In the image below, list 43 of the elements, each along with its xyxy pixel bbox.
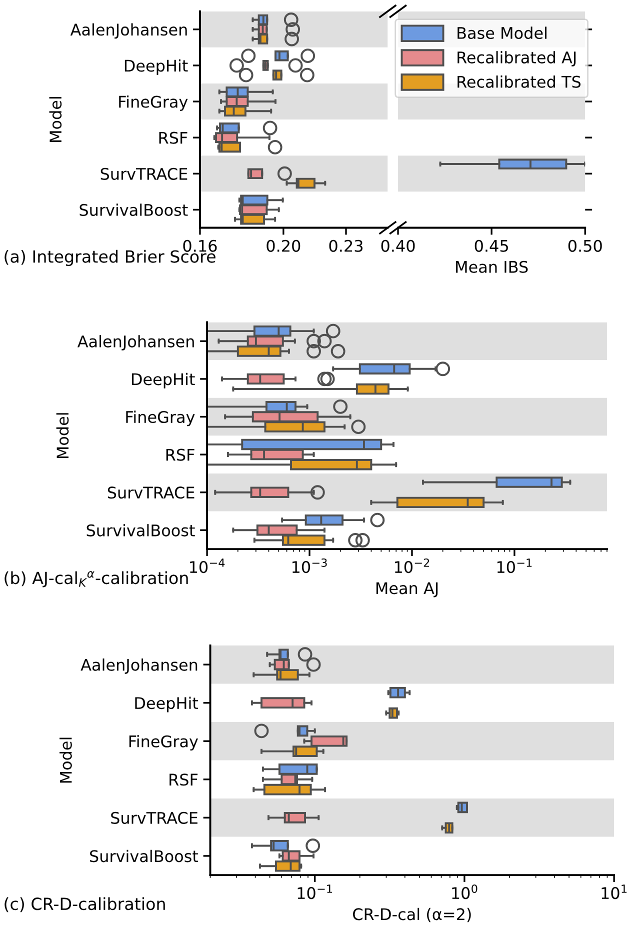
x-axis-title: CR-D-cal (α=2): [353, 908, 471, 922]
x-tick-label: 0.16: [183, 240, 217, 252]
x-tick-label: 10$^{−2}$: [394, 558, 430, 574]
text: (a) Integrated Brier Score: [4, 250, 216, 266]
y-tick-label: AalenJohansen: [80, 658, 198, 674]
y-tick-label: SurvTRACE: [108, 486, 194, 499]
y-tick-label: AalenJohansen: [77, 335, 194, 350]
x-tick-label: 10$^{−1}$: [497, 558, 532, 574]
text: (b) AJ-cal$_{K}$$^{α}$-calibration: [4, 571, 188, 588]
y-tick-label: SurvivalBoost: [86, 524, 195, 536]
y-tick-label: RSF: [166, 448, 194, 461]
y-tick-label: FineGray: [129, 735, 198, 751]
y-tick-label: SurvTRACE: [111, 812, 198, 824]
x-tick-label: 0.40: [381, 240, 415, 252]
x-axis-title: Mean AJ: [376, 582, 438, 598]
y-tick-label: AalenJohansen: [70, 23, 187, 39]
legend-label: Recalibrated AJ: [458, 51, 576, 66]
y-tick-label: SurvTRACE: [100, 168, 188, 180]
x-tick-label: 10$^{−3}$: [292, 558, 327, 574]
x-tick-label: 10$^{−4}$: [190, 558, 225, 574]
y-axis-title: Model: [60, 738, 72, 783]
y-tick-label: DeepHit: [135, 696, 198, 712]
y-tick-label: RSF: [170, 774, 198, 786]
y-tick-label: DeepHit: [124, 59, 188, 75]
x-tick-label: 0.45: [474, 240, 508, 252]
y-tick-label: FineGray: [119, 95, 188, 111]
y-axis-title: Model: [56, 413, 69, 458]
text: (c) CR-D-calibration: [4, 897, 165, 912]
legend-label: Recalibrated TS: [458, 75, 581, 88]
y-tick-label: SurvivalBoost: [80, 204, 188, 216]
y-tick-label: DeepHit: [132, 372, 195, 388]
x-tick-label: 10$^{−1}$: [298, 884, 332, 900]
x-tick-label: 10$^{1}$: [602, 884, 627, 900]
legend-label: Base Model: [458, 26, 546, 40]
y-tick-label: SurvivalBoost: [90, 850, 198, 862]
x-axis-title: Mean IBS: [456, 260, 528, 273]
y-tick-label: FineGray: [126, 410, 195, 426]
x-tick-label: 0.50: [568, 240, 602, 252]
x-tick-label: 10$^{0}$: [452, 884, 478, 900]
y-axis-title: Model: [49, 97, 62, 142]
x-tick-label: 0.20: [266, 240, 300, 252]
y-tick-label: RSF: [159, 132, 188, 144]
x-tick-label: 0.23: [329, 240, 363, 252]
